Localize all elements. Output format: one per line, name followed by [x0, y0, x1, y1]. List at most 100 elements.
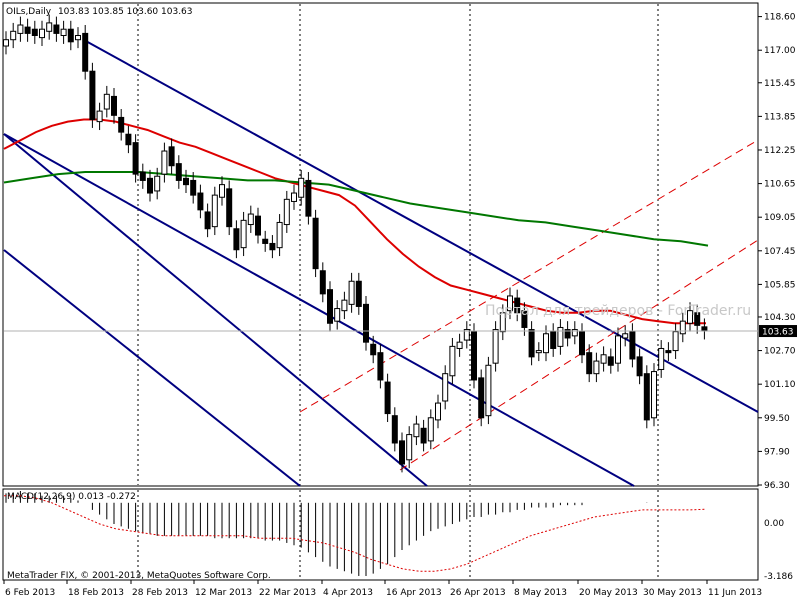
- candle-body: [507, 295, 513, 312]
- candle-body: [384, 381, 391, 415]
- candle-body: [463, 329, 470, 341]
- candle-body: [701, 326, 708, 332]
- candle-body: [312, 217, 319, 270]
- candle-body: [39, 28, 45, 39]
- channel-line: [3, 133, 428, 487]
- chart-symbol-info: OILs,Daily 103.83 103.85 103.60 103.63: [6, 7, 193, 17]
- candle-body: [305, 179, 312, 217]
- candle-body: [168, 146, 175, 167]
- candle-body: [377, 352, 384, 381]
- candle-body: [528, 329, 535, 358]
- candle-body: [607, 356, 614, 366]
- candle-body: [291, 192, 297, 202]
- macd-zero-tick: 0.00: [764, 519, 784, 529]
- candle-body: [60, 28, 67, 37]
- candle-body: [571, 329, 578, 337]
- candle-body: [557, 326, 564, 347]
- candle-body: [111, 95, 117, 116]
- candle-body: [514, 297, 521, 314]
- price-tick-label: 101.10: [764, 380, 796, 390]
- candle-body: [564, 329, 571, 339]
- candle-body: [636, 356, 643, 377]
- candle-body: [197, 192, 204, 211]
- price-tick-label: 112.25: [764, 146, 796, 156]
- candle-body: [593, 360, 600, 375]
- candle-body: [82, 32, 89, 72]
- time-tick-label: 26 Apr 2013: [450, 588, 506, 598]
- candle-body: [543, 333, 549, 354]
- candle-body: [370, 343, 377, 356]
- time-tick-label: 6 Feb 2013: [5, 588, 55, 598]
- candle-body: [319, 270, 326, 295]
- candle-body: [355, 280, 362, 307]
- price-tick-label: 105.85: [764, 280, 796, 290]
- candle-body: [31, 28, 38, 37]
- price-tick-label: 115.45: [764, 79, 796, 89]
- candle-body: [499, 312, 506, 333]
- price-tick-label: 97.90: [764, 447, 790, 457]
- candle-body: [413, 423, 420, 438]
- candle-body: [687, 310, 693, 324]
- time-tick-label: 11 Jun 2013: [708, 588, 762, 598]
- candle-body: [175, 163, 182, 181]
- candle-body: [521, 310, 528, 328]
- candle-body: [341, 299, 348, 312]
- candle-body: [269, 242, 276, 251]
- candle-body: [456, 341, 463, 349]
- candle-body: [17, 24, 24, 34]
- candle-body: [449, 345, 456, 377]
- macd-min-tick: -3.186: [764, 572, 793, 582]
- price-tick-label: 96.30: [764, 481, 790, 491]
- candle-body: [89, 70, 96, 121]
- candle-body: [492, 329, 499, 364]
- candle-body: [651, 371, 657, 419]
- candle-body: [53, 24, 60, 34]
- candle-body: [226, 188, 233, 228]
- candle-body: [96, 110, 103, 123]
- time-tick-label: 8 May 2013: [514, 588, 567, 598]
- ohlc-values: 103.83 103.85 103.60 103.63: [58, 7, 193, 17]
- dashed-channel-line: [299, 139, 759, 413]
- candle-body: [535, 350, 542, 354]
- ma-slow-line: [3, 171, 709, 247]
- candle-body: [442, 373, 449, 402]
- candle-body: [679, 320, 686, 335]
- candle-body: [276, 221, 283, 249]
- time-tick-label: 4 Apr 2013: [323, 588, 373, 598]
- main-window-frame: [2, 2, 759, 487]
- candle-body: [579, 331, 585, 356]
- candle-body: [139, 171, 146, 181]
- candle-body: [240, 219, 247, 249]
- candle-body: [3, 39, 9, 47]
- time-tick-label: 20 May 2013: [579, 588, 638, 598]
- candle-body: [183, 177, 189, 186]
- price-tick-label: 110.65: [764, 180, 796, 190]
- candle-body: [665, 350, 672, 354]
- price-tick-label: 104.30: [764, 313, 796, 323]
- candle-body: [161, 150, 168, 175]
- candle-body: [550, 331, 557, 349]
- price-tick-label: 107.45: [764, 247, 796, 257]
- candle-body: [435, 402, 441, 421]
- candle-body: [471, 331, 477, 381]
- candle-body: [694, 312, 701, 326]
- candle-body: [672, 331, 679, 352]
- candle-body: [219, 184, 225, 198]
- candle-body: [658, 347, 665, 370]
- candle-body: [283, 198, 290, 226]
- candle-body: [247, 213, 254, 226]
- time-tick-label: 30 May 2013: [643, 588, 702, 598]
- candle-body: [24, 26, 31, 34]
- candle-body: [46, 22, 53, 32]
- trend-channels: [3, 39, 759, 487]
- candle-body: [298, 177, 305, 198]
- time-tick-label: 18 Feb 2013: [68, 588, 124, 598]
- candle-body: [478, 377, 485, 419]
- candle-body: [615, 335, 621, 364]
- candle-body: [204, 211, 211, 230]
- last-price-label: 103.63: [762, 328, 794, 338]
- candle-body: [262, 238, 269, 244]
- price-axis: 118.60 117.00 115.45 113.85 112.25 110.65 109.…: [758, 13, 796, 491]
- channel-line: [3, 133, 635, 487]
